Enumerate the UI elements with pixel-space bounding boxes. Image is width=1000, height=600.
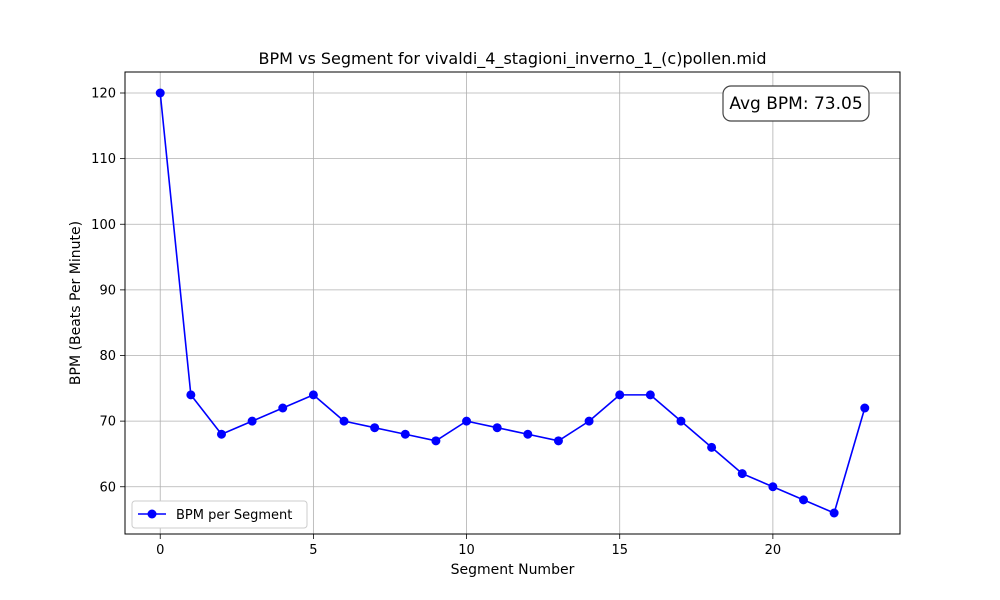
chart-title: BPM vs Segment for vivaldi_4_stagioni_in… <box>258 49 766 69</box>
x-tick-label: 15 <box>611 543 628 558</box>
y-tick-label: 60 <box>99 480 116 495</box>
y-tick-label: 110 <box>91 152 116 167</box>
plot-area-frame <box>124 71 901 535</box>
data-point <box>768 482 778 492</box>
data-point <box>615 390 625 400</box>
data-point <box>462 416 472 426</box>
data-point <box>186 390 196 400</box>
y-tick-label: 80 <box>99 349 116 364</box>
y-axis-label: BPM (Beats Per Minute) <box>68 221 84 385</box>
data-point <box>339 416 349 426</box>
x-axis-label: Segment Number <box>451 562 575 578</box>
data-point <box>584 416 594 426</box>
avg-bpm-text: Avg BPM: 73.05 <box>729 94 862 114</box>
data-point <box>799 495 809 505</box>
grid-lines <box>125 72 900 534</box>
data-point <box>400 429 410 439</box>
legend-box <box>131 500 308 529</box>
data-point <box>370 423 380 433</box>
x-tick-label: 0 <box>156 543 164 558</box>
data-point <box>247 416 257 426</box>
data-point <box>829 508 839 518</box>
data-point <box>523 429 533 439</box>
legend-label: BPM per Segment <box>176 508 292 523</box>
data-point <box>860 403 870 413</box>
legend: BPM per Segment <box>131 500 308 529</box>
x-axis-ticks: 0 5 10 15 20 <box>156 534 781 558</box>
x-tick-label: 20 <box>765 543 782 558</box>
data-point <box>492 423 502 433</box>
avg-bpm-box <box>722 85 870 122</box>
series-bpm-per-segment <box>155 88 870 518</box>
data-point <box>707 442 717 452</box>
x-tick-label: 10 <box>458 543 475 558</box>
data-point <box>216 429 226 439</box>
avg-bpm-annotation: Avg BPM: 73.05 <box>722 85 870 122</box>
legend-marker-swatch <box>147 509 157 519</box>
data-point <box>737 469 747 479</box>
series-line <box>159 92 866 514</box>
data-point <box>431 436 441 446</box>
data-point <box>645 390 655 400</box>
x-tick-label: 5 <box>309 543 317 558</box>
data-point <box>278 403 288 413</box>
data-point <box>308 390 318 400</box>
y-tick-label: 70 <box>99 415 116 430</box>
data-point <box>676 416 686 426</box>
data-point <box>155 88 165 98</box>
y-tick-label: 120 <box>91 87 116 102</box>
y-tick-label: 90 <box>99 283 116 298</box>
y-axis-ticks: 60 70 80 90 100 110 120 <box>91 87 125 495</box>
data-point <box>553 436 563 446</box>
y-tick-label: 100 <box>91 218 116 233</box>
